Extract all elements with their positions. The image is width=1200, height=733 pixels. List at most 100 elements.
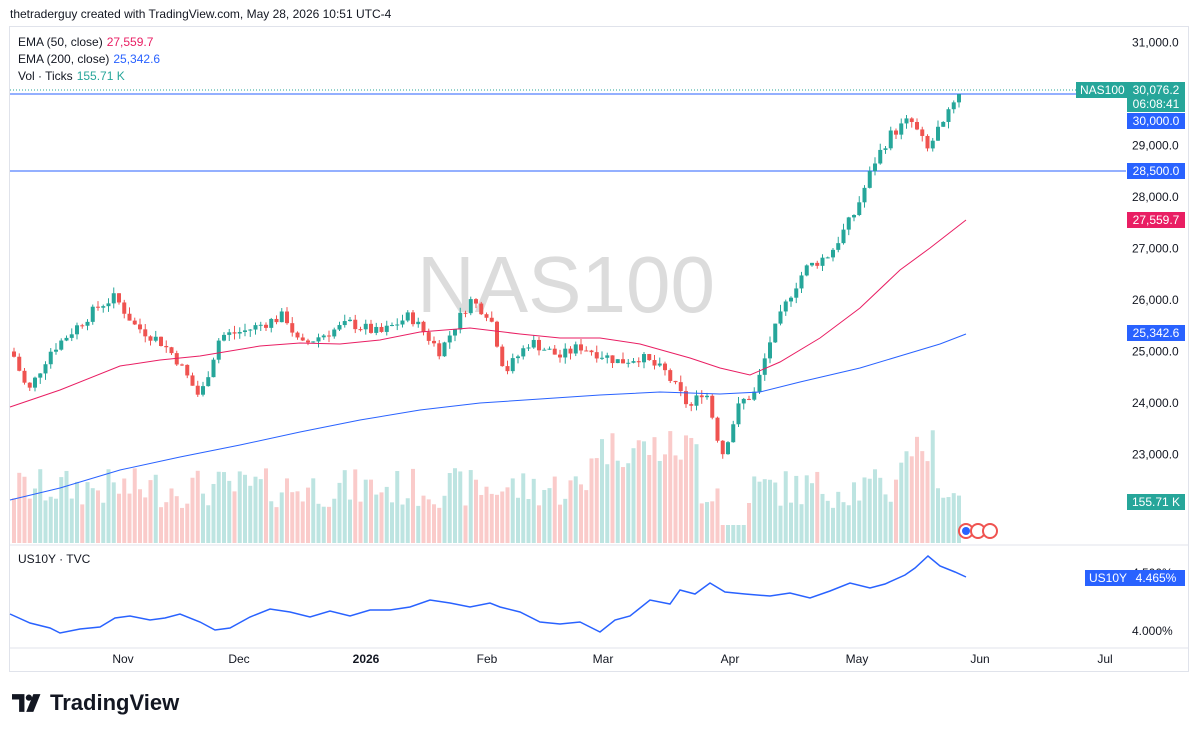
candle-body (253, 325, 258, 330)
volume-bar (353, 469, 358, 543)
volume-bar (122, 478, 127, 543)
volume-bar (815, 471, 820, 543)
candle-body (794, 288, 799, 298)
candle-body (43, 364, 48, 374)
candle-body (652, 360, 657, 366)
time-axis-tick: Jun (970, 652, 989, 666)
candle-body (369, 323, 373, 333)
ema200-legend[interactable]: EMA (200, close) 25,342.6 (18, 52, 160, 66)
candle-body (48, 351, 53, 365)
candle-body (411, 312, 415, 325)
volume-bar (941, 497, 946, 543)
volume-bar (285, 478, 289, 543)
volume-bar (216, 471, 221, 543)
volume-bar (594, 458, 599, 543)
volume-bar (904, 451, 909, 543)
volume-bar (936, 488, 940, 543)
volume-bar (726, 525, 730, 543)
volume-bar (185, 503, 190, 543)
volume-bar (568, 480, 573, 543)
volume-bar (90, 488, 95, 543)
volume-bar (537, 505, 541, 543)
candle-body (164, 345, 169, 348)
candle-body (117, 293, 121, 303)
symbol-tag: NAS100 (1076, 82, 1129, 98)
volume-bar (757, 481, 762, 543)
candle-body (122, 302, 127, 314)
volume-bar (54, 498, 58, 543)
tradingview-logo[interactable]: TradingView (12, 690, 179, 716)
volume-bar (33, 488, 37, 543)
volume-bar (558, 504, 562, 543)
volume-bar (96, 490, 100, 543)
volume-bar (143, 497, 148, 543)
ema200-legend-label: EMA (200, close) (18, 52, 110, 66)
volume-bar (468, 470, 473, 543)
volume-legend[interactable]: Vol · Ticks 155.71 K (18, 69, 125, 83)
volume-tag: 155.71 K (1127, 494, 1185, 510)
volume-bar (290, 492, 295, 543)
candle-body (153, 336, 158, 341)
candle-body (447, 335, 452, 343)
volume-bar (946, 497, 951, 543)
candle-body (458, 312, 463, 330)
volume-bar (264, 468, 268, 543)
candle-body (180, 364, 184, 366)
volume-bar (400, 504, 405, 543)
volume-bar (432, 504, 436, 543)
volume-bar (447, 473, 452, 543)
price-axis-tick: 27,000.0 (1132, 242, 1179, 256)
candle-body (841, 229, 846, 244)
ema50-legend[interactable]: EMA (50, close) 27,559.7 (18, 35, 153, 49)
candle-body (495, 321, 499, 347)
candle-body (804, 265, 809, 276)
volume-bar (542, 489, 547, 543)
volume-bar (306, 487, 310, 543)
volume-bar (852, 482, 856, 543)
tradingview-logo-icon (12, 694, 41, 712)
candle-body (17, 356, 22, 371)
candle-body (668, 370, 673, 381)
volume-bar (731, 525, 736, 543)
volume-bar (206, 505, 211, 543)
ema50-line (9, 219, 967, 408)
volume-bar (621, 467, 625, 543)
candle-body (836, 243, 841, 250)
candle-body (563, 348, 568, 358)
candle-body (642, 354, 646, 363)
candle-body (957, 94, 961, 103)
tradingview-logo-text: TradingView (50, 690, 180, 715)
us10y-legend[interactable]: US10Y · TVC (18, 552, 90, 566)
volume-bar (747, 503, 751, 543)
us-event-markers[interactable] (958, 523, 998, 539)
volume-bar (804, 475, 809, 543)
candle-body (510, 358, 515, 372)
volume-bar (878, 477, 883, 543)
time-axis[interactable]: Nov Dec 2026 Feb Mar Apr May Jun Jul (112, 652, 1112, 666)
candle-body (342, 321, 347, 326)
candle-body (12, 351, 16, 357)
time-axis-tick: May (846, 652, 869, 666)
volume-bar (909, 456, 914, 543)
volume-bar (164, 502, 169, 543)
candle-body (274, 318, 279, 323)
candle-body (169, 347, 174, 354)
volume-bar (132, 468, 137, 543)
volume-bar (327, 506, 331, 543)
volume-bar (258, 479, 263, 543)
volume-bar (17, 472, 22, 543)
candle-body (925, 135, 930, 149)
time-axis-tick: Mar (593, 652, 614, 666)
candle-body (285, 311, 289, 324)
candles[interactable] (12, 93, 961, 459)
candle-body (453, 329, 457, 336)
candle-body (311, 341, 316, 343)
price-axis-tick: 23,000.0 (1132, 448, 1179, 462)
volume-bar (957, 495, 961, 543)
candle-body (195, 385, 200, 395)
candle-body (852, 215, 856, 218)
candle-body (69, 334, 74, 338)
candle-body (678, 382, 683, 392)
candle-body (720, 440, 725, 455)
